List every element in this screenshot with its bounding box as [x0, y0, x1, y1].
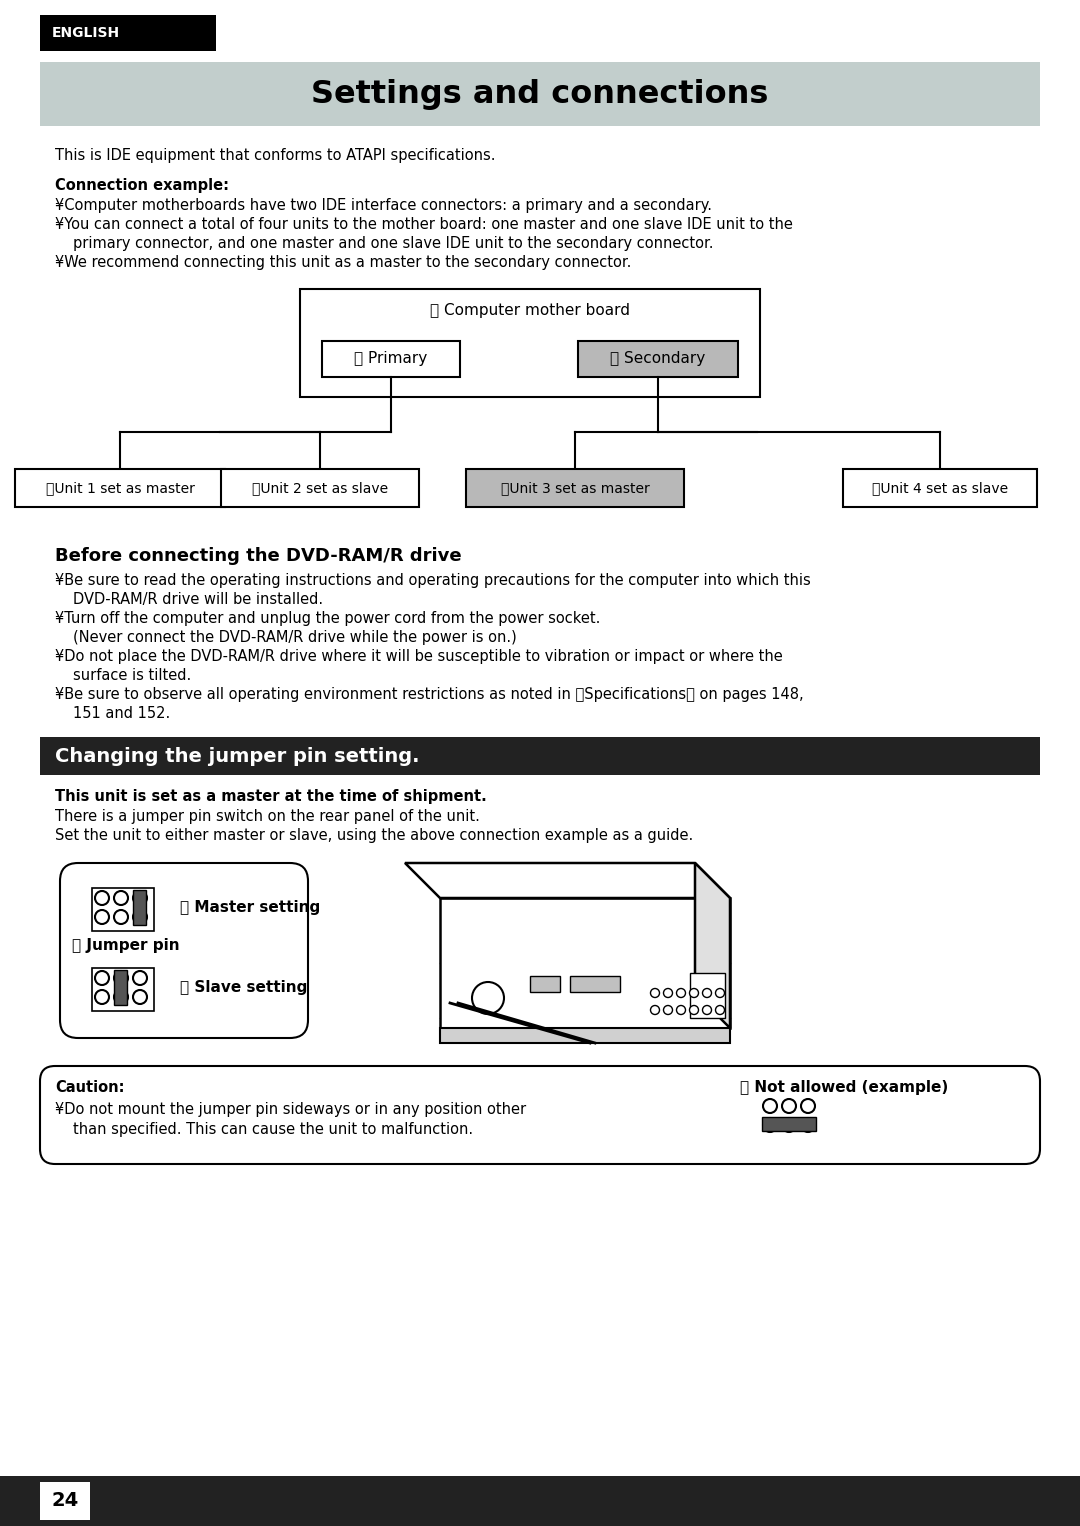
Circle shape: [95, 891, 109, 905]
Polygon shape: [696, 864, 730, 1029]
Circle shape: [133, 891, 147, 905]
Bar: [40, 1482, 90, 1520]
Bar: [133, 890, 146, 925]
Circle shape: [702, 1006, 712, 1015]
Bar: [530, 977, 561, 992]
Text: This is IDE equipment that conforms to ATAPI specifications.: This is IDE equipment that conforms to A…: [55, 148, 496, 163]
Text: ¥Computer motherboards have two IDE interface connectors: a primary and a second: ¥Computer motherboards have two IDE inte…: [55, 198, 712, 214]
Circle shape: [95, 909, 109, 925]
Bar: [440, 897, 730, 1029]
Text: ⒹUnit 1 set as master: ⒹUnit 1 set as master: [45, 481, 194, 494]
Circle shape: [689, 989, 699, 998]
Circle shape: [650, 1006, 660, 1015]
Circle shape: [133, 971, 147, 984]
Bar: [0, 1476, 1080, 1526]
Text: Ⓐ Computer mother board: Ⓐ Computer mother board: [430, 304, 630, 319]
Circle shape: [663, 1006, 673, 1015]
Text: ⓓ Not allowed (example): ⓓ Not allowed (example): [740, 1080, 948, 1096]
Text: Ⓑ Jumper pin: Ⓑ Jumper pin: [72, 938, 179, 954]
Text: There is a jumper pin switch on the rear panel of the unit.: There is a jumper pin switch on the rear…: [55, 809, 480, 824]
Text: Changing the jumper pin setting.: Changing the jumper pin setting.: [55, 746, 419, 766]
Circle shape: [650, 989, 660, 998]
Text: (Never connect the DVD-RAM/R drive while the power is on.): (Never connect the DVD-RAM/R drive while…: [73, 630, 516, 645]
Text: ¥Turn off the computer and unplug the power cord from the power socket.: ¥Turn off the computer and unplug the po…: [55, 610, 600, 626]
Circle shape: [689, 1006, 699, 1015]
Text: Ⓐ Master setting: Ⓐ Master setting: [180, 900, 321, 916]
Text: ¥Do not place the DVD-RAM/R drive where it will be susceptible to vibration or i: ¥Do not place the DVD-RAM/R drive where …: [55, 649, 783, 664]
Bar: [92, 888, 154, 931]
Text: This unit is set as a master at the time of shipment.: This unit is set as a master at the time…: [55, 789, 487, 804]
FancyBboxPatch shape: [40, 1067, 1040, 1164]
Circle shape: [801, 1099, 815, 1112]
Text: Set the unit to either master or slave, using the above connection example as a : Set the unit to either master or slave, …: [55, 829, 693, 842]
Text: ¥Be sure to observe all operating environment restrictions as noted in ⓂSpecific: ¥Be sure to observe all operating enviro…: [55, 687, 804, 702]
Circle shape: [715, 1006, 725, 1015]
Bar: [465, 468, 684, 507]
Bar: [92, 967, 154, 1012]
Text: primary connector, and one master and one slave IDE unit to the secondary connec: primary connector, and one master and on…: [73, 237, 714, 250]
Text: Ⓒ Slave setting: Ⓒ Slave setting: [180, 980, 308, 995]
Circle shape: [801, 1119, 815, 1132]
Circle shape: [133, 909, 147, 925]
Text: ENGLISH: ENGLISH: [52, 26, 120, 40]
Circle shape: [114, 990, 129, 1004]
Bar: [762, 1117, 816, 1131]
Circle shape: [472, 983, 504, 1013]
Circle shape: [762, 1119, 777, 1132]
Text: ⒺUnit 2 set as slave: ⒺUnit 2 set as slave: [252, 481, 388, 494]
Text: Connection example:: Connection example:: [55, 179, 229, 192]
Bar: [440, 1029, 730, 1042]
Bar: [114, 971, 127, 1006]
Text: ¥Be sure to read the operating instructions and operating precautions for the co: ¥Be sure to read the operating instructi…: [55, 572, 811, 588]
Circle shape: [114, 891, 129, 905]
Circle shape: [676, 1006, 686, 1015]
Text: Ⓒ Secondary: Ⓒ Secondary: [610, 351, 705, 366]
Bar: [40, 15, 216, 50]
Bar: [843, 468, 1037, 507]
Circle shape: [762, 1099, 777, 1112]
Circle shape: [702, 989, 712, 998]
Text: ⒼUnit 4 set as slave: ⒼUnit 4 set as slave: [872, 481, 1008, 494]
Text: surface is tilted.: surface is tilted.: [73, 668, 191, 684]
Text: than specified. This can cause the unit to malfunction.: than specified. This can cause the unit …: [73, 1122, 473, 1137]
Text: Settings and connections: Settings and connections: [311, 78, 769, 110]
Circle shape: [715, 989, 725, 998]
Bar: [322, 340, 460, 377]
Text: 24: 24: [52, 1491, 79, 1511]
Text: DVD-RAM/R drive will be installed.: DVD-RAM/R drive will be installed.: [73, 592, 323, 607]
Circle shape: [95, 971, 109, 984]
Text: ⒻUnit 3 set as master: ⒻUnit 3 set as master: [501, 481, 649, 494]
Text: Caution:: Caution:: [55, 1080, 124, 1096]
Polygon shape: [405, 864, 730, 897]
Bar: [578, 340, 738, 377]
Circle shape: [782, 1099, 796, 1112]
Bar: [221, 468, 419, 507]
Circle shape: [663, 989, 673, 998]
Bar: [40, 737, 1040, 775]
Text: ¥We recommend connecting this unit as a master to the secondary connector.: ¥We recommend connecting this unit as a …: [55, 255, 632, 270]
Bar: [300, 288, 760, 397]
Circle shape: [114, 909, 129, 925]
Circle shape: [782, 1119, 796, 1132]
Text: 151 and 152.: 151 and 152.: [73, 707, 171, 720]
Bar: [15, 468, 225, 507]
Text: Ⓑ Primary: Ⓑ Primary: [354, 351, 428, 366]
Bar: [570, 977, 620, 992]
Text: ¥You can connect a total of four units to the mother board: one master and one s: ¥You can connect a total of four units t…: [55, 217, 793, 232]
Circle shape: [95, 990, 109, 1004]
Bar: [690, 974, 725, 1018]
Circle shape: [114, 971, 129, 984]
Circle shape: [676, 989, 686, 998]
FancyBboxPatch shape: [60, 864, 308, 1038]
Text: Before connecting the DVD-RAM/R drive: Before connecting the DVD-RAM/R drive: [55, 546, 461, 565]
Bar: [40, 63, 1040, 127]
Circle shape: [133, 990, 147, 1004]
Text: ¥Do not mount the jumper pin sideways or in any position other: ¥Do not mount the jumper pin sideways or…: [55, 1102, 526, 1117]
